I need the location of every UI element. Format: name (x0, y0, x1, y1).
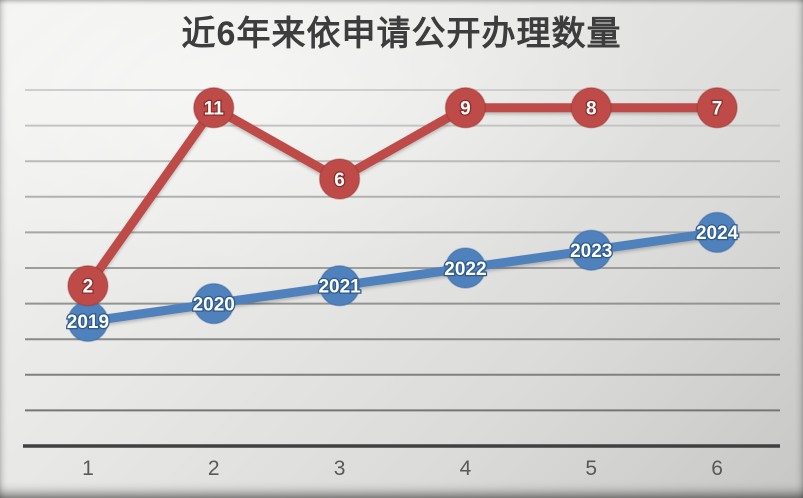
data-point-marker-years-line (570, 229, 612, 271)
data-point-marker-counts-line (193, 87, 235, 129)
data-point-marker-years-line (444, 247, 487, 289)
data-point-marker-counts-line (444, 87, 487, 129)
data-point-label-counts-line: 9 (460, 99, 471, 120)
x-axis-tick-label: 5 (585, 457, 597, 480)
data-point-marker-years-line (318, 265, 361, 307)
x-axis-tick-label: 1 (82, 457, 94, 480)
data-point-marker-years-line (696, 211, 738, 254)
data-point-label-counts-line: 11 (204, 99, 225, 120)
data-point-label-counts-line: 7 (712, 99, 723, 120)
data-point-marker-years-line (193, 282, 235, 325)
data-point-marker-counts-line (318, 158, 361, 200)
data-point-label-years-line: 2021 (318, 277, 361, 298)
data-point-label-years-line: 2022 (444, 259, 486, 280)
x-axis-tick-label: 6 (711, 457, 723, 480)
data-point-label-years-line: 2023 (570, 241, 612, 262)
data-point-label-years-line: 2024 (696, 223, 739, 244)
series-line-years-line (83, 227, 722, 326)
data-point-marker-counts-line (570, 87, 612, 129)
data-point-marker-counts-line (67, 265, 109, 307)
x-axis-tick-label: 2 (208, 457, 220, 480)
data-point-label-counts-line: 6 (334, 170, 345, 191)
chart-title: 近6年来依申请公开办理数量 (181, 15, 622, 53)
data-point-label-counts-line: 8 (586, 99, 597, 120)
data-point-marker-counts-line (696, 87, 738, 129)
data-point-label-counts-line: 2 (83, 277, 94, 298)
x-axis-tick-label: 3 (334, 457, 346, 480)
x-axis-tick-label: 4 (460, 457, 472, 480)
series-line-counts-line (83, 103, 722, 291)
data-point-label-years-line: 2019 (67, 312, 109, 333)
data-point-label-years-line: 2020 (193, 294, 235, 315)
